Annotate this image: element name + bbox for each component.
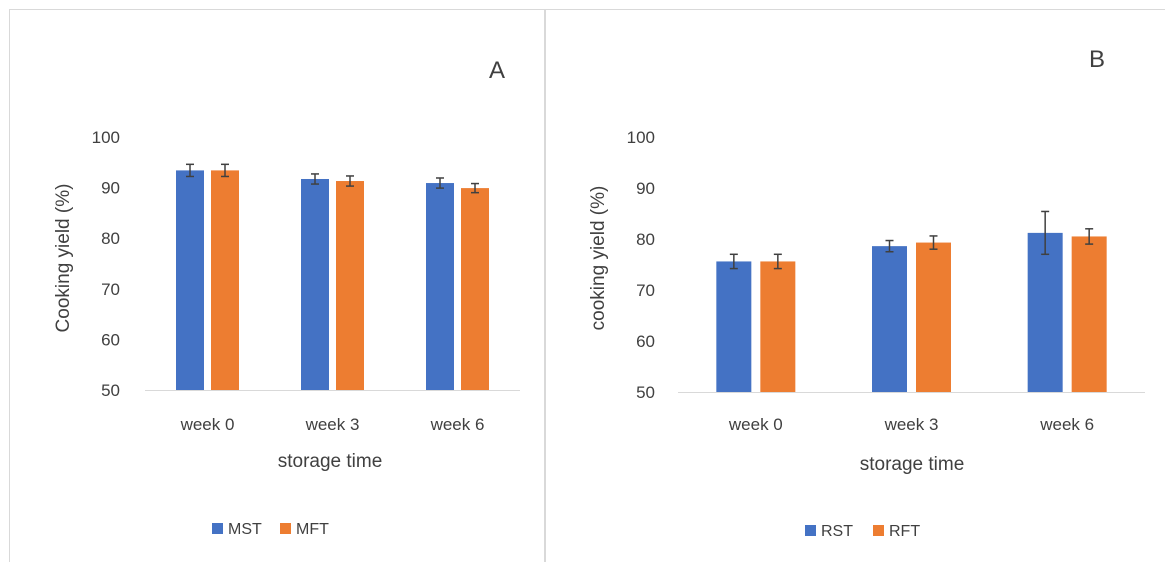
bar-rst-week-0	[716, 261, 751, 392]
legend-swatch-rst	[805, 525, 816, 536]
y-tick-label-a-60: 60	[101, 330, 120, 349]
x-tick-label-a-week-6: week 6	[430, 415, 485, 434]
bar-mft-week-6	[461, 188, 489, 390]
bar-mst-week-6	[426, 183, 454, 390]
y-tick-label-a-90: 90	[101, 179, 120, 198]
y-tick-label-b-100: 100	[627, 128, 655, 147]
legend-label-rst: RST	[821, 523, 853, 540]
bar-mst-week-0	[176, 170, 204, 390]
panel-a: A Cooking yield (%) storage time 50 60 70 8…	[53, 57, 520, 538]
panel-label-b: B	[1089, 46, 1105, 73]
legend-swatch-rft	[873, 525, 884, 536]
x-tick-label-a-week-3: week 3	[305, 415, 360, 434]
x-tick-label-b-week-3: week 3	[884, 415, 939, 434]
legend-label-rft: RFT	[889, 523, 920, 540]
x-axis-label-a: storage time	[278, 451, 383, 472]
panel-label-a: A	[489, 57, 505, 84]
bar-rft-week-0	[760, 261, 795, 392]
bar-rst-week-6	[1028, 233, 1063, 392]
x-tick-label-b-week-6: week 6	[1039, 415, 1094, 434]
x-axis-label-b: storage time	[860, 454, 965, 475]
legend-label-mst: MST	[228, 521, 262, 538]
bar-mft-week-0	[211, 170, 239, 390]
y-axis-label-a: Cooking yield (%)	[53, 184, 74, 333]
bar-rft-week-3	[916, 243, 951, 392]
bar-rft-week-6	[1072, 236, 1107, 392]
y-tick-label-b-50: 50	[636, 383, 655, 402]
plot-area-a: 50 60 70 80 90 100 week 0 week 3 week 6	[92, 128, 520, 434]
bar-mst-week-3	[301, 179, 329, 390]
y-tick-label-b-60: 60	[636, 332, 655, 351]
bar-mft-week-3	[336, 181, 364, 390]
legend-swatch-mst	[212, 523, 223, 534]
x-tick-label-b-week-0: week 0	[728, 415, 783, 434]
legend-b: RST RFT	[805, 523, 920, 540]
y-tick-label-a-100: 100	[92, 128, 120, 147]
legend-label-mft: MFT	[296, 521, 329, 538]
legend-a: MST MFT	[212, 521, 329, 538]
y-tick-label-a-50: 50	[101, 381, 120, 400]
plot-area-b: 50 60 70 80 90 100 week 0 week 3 week 6	[627, 128, 1145, 434]
x-tick-label-a-week-0: week 0	[180, 415, 235, 434]
y-tick-label-b-70: 70	[636, 281, 655, 300]
y-axis-label-b: cooking yield (%)	[588, 186, 609, 331]
legend-swatch-mft	[280, 523, 291, 534]
bar-rst-week-3	[872, 246, 907, 392]
y-tick-label-b-80: 80	[636, 230, 655, 249]
y-tick-label-a-80: 80	[101, 229, 120, 248]
y-tick-label-a-70: 70	[101, 280, 120, 299]
y-tick-label-b-90: 90	[636, 179, 655, 198]
panel-b: B cooking yield (%) storage time 50 60 70 8…	[588, 46, 1145, 540]
